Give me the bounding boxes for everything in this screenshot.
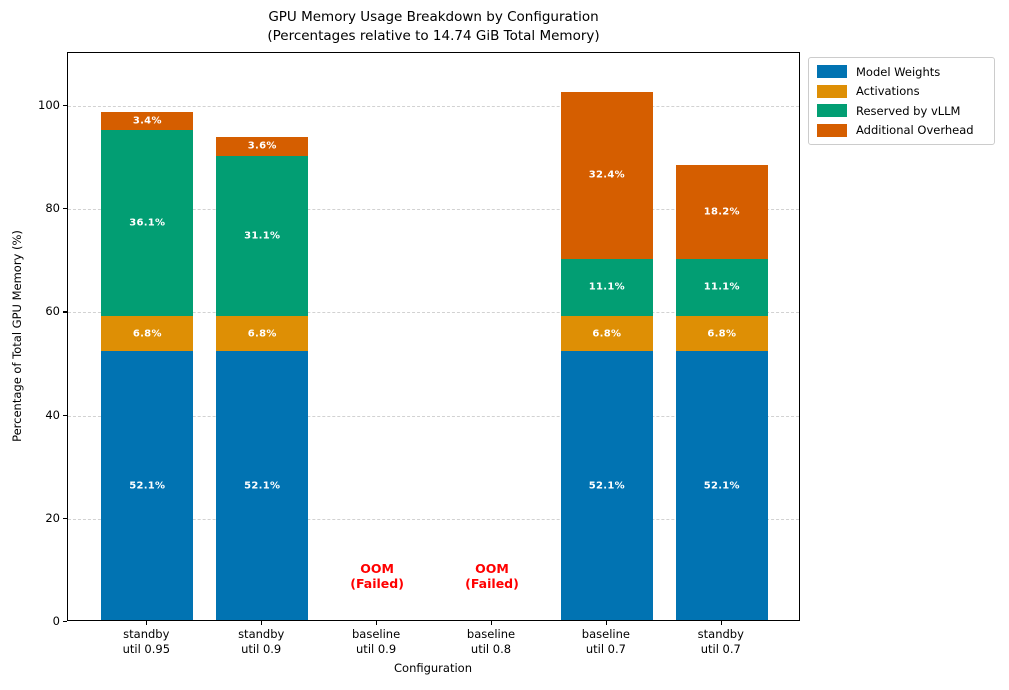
bar-segment-label: 52.1% xyxy=(703,480,740,492)
bar-segment-label: 3.6% xyxy=(247,140,277,152)
bar-segment: 18.2% xyxy=(675,164,768,259)
y-tick-label: 60 xyxy=(45,304,60,319)
y-tick-mark xyxy=(63,517,67,519)
bar-segment: 6.8% xyxy=(216,316,309,352)
legend-swatch xyxy=(817,65,847,79)
bar-segment-label: 11.1% xyxy=(588,281,625,293)
y-tick-label: 100 xyxy=(38,97,60,112)
x-tick-label: baseline util 0.7 xyxy=(581,627,630,656)
bar-segment: 32.4% xyxy=(560,91,653,259)
bar-segment-label: 52.1% xyxy=(129,480,166,492)
y-tick-mark xyxy=(63,311,67,313)
bar-segment-label: 52.1% xyxy=(588,480,625,492)
x-tick-label: baseline util 0.8 xyxy=(466,627,516,656)
bar-segment: 52.1% xyxy=(101,351,194,620)
bar-segment: 11.1% xyxy=(560,258,653,317)
bar-segment-label: 18.2% xyxy=(703,206,740,218)
bar-segment: 36.1% xyxy=(101,129,194,317)
gridline-20 xyxy=(68,518,799,520)
bar-segment-label: 6.8% xyxy=(132,328,162,340)
y-tick-mark xyxy=(63,414,67,416)
x-tick-label: baseline util 0.9 xyxy=(352,627,401,656)
bar-segment: 3.6% xyxy=(216,136,309,156)
x-tick-mark xyxy=(146,621,148,625)
x-tick-mark xyxy=(491,621,493,625)
legend-label: Reserved by vLLM xyxy=(856,103,961,118)
chart-title: GPU Memory Usage Breakdown by Configurat… xyxy=(268,9,599,25)
bar-segment: 11.1% xyxy=(675,258,768,317)
bar-segment: 3.4% xyxy=(101,112,194,130)
legend-item: Additional Overhead xyxy=(817,121,986,141)
bar-segment: 6.8% xyxy=(560,316,653,352)
bar-segment-label: 31.1% xyxy=(244,230,281,242)
bar-segment: 52.1% xyxy=(675,351,768,620)
x-axis-label: Configuration xyxy=(394,661,472,675)
gridline-60 xyxy=(68,312,799,314)
chart-subtitle: (Percentages relative to 14.74 GiB Total… xyxy=(267,28,600,44)
y-tick-label: 20 xyxy=(45,510,60,525)
x-tick-label: standby util 0.95 xyxy=(122,627,171,656)
oom-annotation: OOM (Failed) xyxy=(350,561,404,591)
x-tick-label: standby util 0.9 xyxy=(238,627,285,656)
legend-swatch xyxy=(817,84,847,98)
x-tick-mark xyxy=(720,621,722,625)
bar-segment: 6.8% xyxy=(101,316,194,352)
x-tick-mark xyxy=(261,621,263,625)
bar-segment: 52.1% xyxy=(216,351,309,620)
y-tick-label: 40 xyxy=(45,407,60,422)
bar-segment-label: 6.8% xyxy=(247,328,277,340)
x-tick-label: standby util 0.7 xyxy=(697,627,744,656)
legend-item: Activations xyxy=(817,82,986,102)
bar-segment-label: 32.4% xyxy=(588,169,625,181)
legend-swatch xyxy=(817,123,847,137)
legend-label: Activations xyxy=(856,84,920,99)
legend-label: Additional Overhead xyxy=(856,123,974,138)
bar-segment-label: 52.1% xyxy=(244,480,281,492)
bar-segment: 31.1% xyxy=(216,155,309,317)
legend-item: Reserved by vLLM xyxy=(817,101,986,121)
bar-segment: 6.8% xyxy=(675,316,768,352)
gridline-100 xyxy=(68,105,799,107)
x-tick-mark xyxy=(605,621,608,625)
y-tick-label: 0 xyxy=(52,614,60,628)
bar-segment: 52.1% xyxy=(560,351,653,620)
plot-area: 52.1% 6.8% 36.1% 3.4% 52.1% 6.8% 31.1% 3.6% 52.1… xyxy=(67,52,800,621)
legend-item: Model Weights xyxy=(817,62,986,82)
chart-title-block: GPU Memory Usage Breakdown by Configurat… xyxy=(67,8,800,46)
bar-segment-label: 6.8% xyxy=(707,328,737,340)
bar-segment-label: 6.8% xyxy=(592,328,622,340)
y-tick-mark xyxy=(63,208,67,210)
x-tick-mark xyxy=(376,621,378,625)
gridline-40 xyxy=(68,415,799,417)
gridline-80 xyxy=(68,209,799,211)
oom-annotation: OOM (Failed) xyxy=(465,561,519,591)
bar-segment-label: 11.1% xyxy=(703,281,740,293)
y-tick-label: 80 xyxy=(45,201,60,216)
legend: Model Weights Activations Reserved by vLLM… xyxy=(808,57,995,145)
legend-swatch xyxy=(817,104,847,118)
legend-label: Model Weights xyxy=(856,64,941,79)
y-tick-mark xyxy=(63,621,67,623)
bar-segment-label: 3.4% xyxy=(132,115,162,127)
bar-segment-label: 36.1% xyxy=(129,217,166,229)
y-tick-mark xyxy=(63,104,67,107)
